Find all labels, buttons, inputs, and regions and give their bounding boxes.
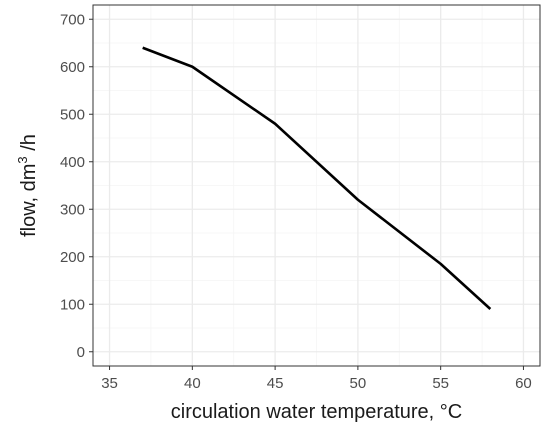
- x-tick-label: 35: [101, 375, 118, 392]
- y-tick-label: 200: [60, 249, 85, 266]
- x-tick-label: 55: [432, 375, 449, 392]
- major-gridlines: [93, 5, 540, 366]
- series-line: [142, 46, 492, 310]
- y-tick-label: 500: [60, 106, 85, 123]
- y-axis-ticks: 0 100 200 300 400 500 600 700: [60, 11, 93, 361]
- x-tick-label: 40: [184, 375, 201, 392]
- x-axis-title: circulation water temperature, °C: [171, 401, 462, 423]
- y-tick-label: 400: [60, 154, 85, 171]
- y-axis-title: flow, dm3 /h: [15, 134, 40, 237]
- x-tick-label: 45: [267, 375, 284, 392]
- y-tick-label: 100: [60, 296, 85, 313]
- y-tick-label: 0: [77, 344, 85, 361]
- y-axis-title-prefix: flow, dm: [18, 164, 40, 237]
- y-tick-label: 600: [60, 59, 85, 76]
- y-tick-label: 300: [60, 201, 85, 218]
- panel-border: [92, 4, 541, 367]
- x-tick-label: 50: [350, 375, 367, 392]
- y-tick-label: 700: [60, 11, 85, 28]
- y-axis-title-superscript: 3: [15, 156, 30, 163]
- minor-gridlines: [93, 5, 540, 366]
- y-axis-title-suffix: /h: [18, 134, 40, 156]
- x-axis-ticks: 35 40 45 50 55 60: [101, 366, 532, 392]
- x-tick-label: 60: [515, 375, 532, 392]
